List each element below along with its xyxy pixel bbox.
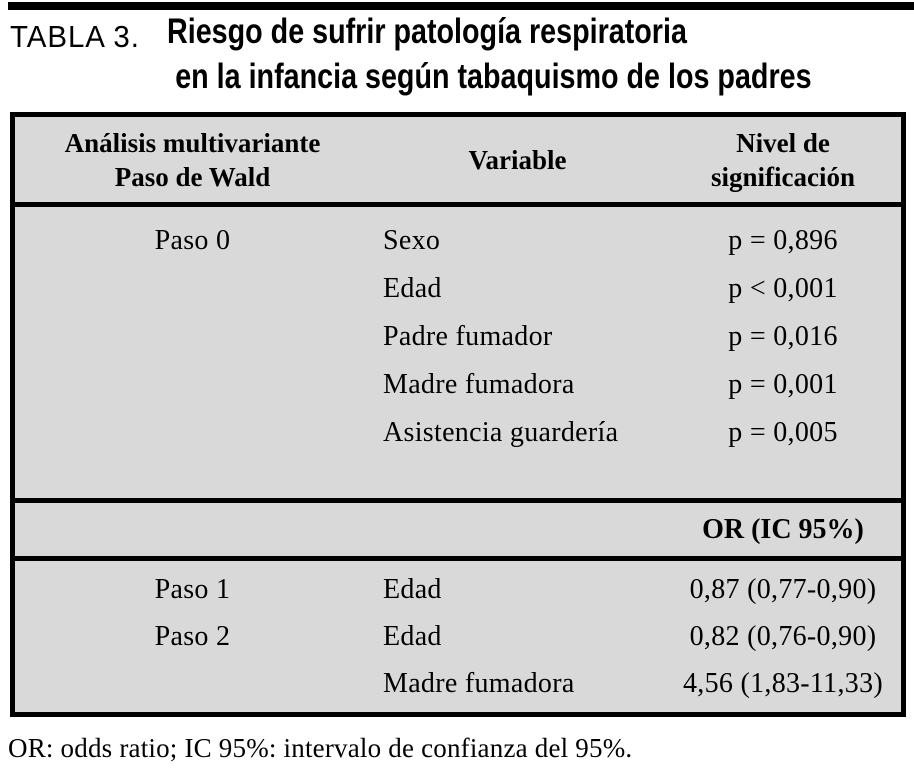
- header-analysis-line2: Paso de Wald: [114, 161, 271, 192]
- cell-paso: Paso 0: [154, 225, 231, 256]
- cell-variable: Edad: [383, 273, 442, 304]
- table-row: Padre fumador p = 0,016: [15, 313, 901, 361]
- cell-valor: 4,56 (1,83-11,33): [682, 667, 884, 699]
- cell-valor: p = 0,016: [728, 321, 838, 352]
- table-row: Paso 0 Sexo p = 0,896: [15, 217, 901, 265]
- table-section-or: Paso 1 Edad 0,87 (0,77-0,90) Paso 2 Edad…: [15, 561, 901, 712]
- table-header: Análisis multivariante Paso de Wald Vari…: [15, 117, 901, 207]
- table-row: Madre fumadora 4,56 (1,83-11,33): [15, 660, 901, 707]
- cell-variable: Asistencia guardería: [383, 417, 619, 448]
- cell-paso: Paso 1: [154, 573, 231, 605]
- cell-variable: Madre fumadora: [383, 369, 575, 400]
- cell-variable: Sexo: [383, 225, 441, 256]
- header-significance: Nivel de significación: [665, 126, 901, 194]
- table-title-line1: Riesgo de sufrir patología respiratoria: [167, 12, 687, 51]
- or-header-label: OR (IC 95%): [702, 513, 864, 545]
- cell-valor: 0,82 (0,76-0,90): [689, 620, 877, 652]
- or-header-band: OR (IC 95%): [15, 503, 901, 561]
- cell-valor: 0,87 (0,77-0,90): [689, 573, 877, 605]
- table-row: Asistencia guardería p = 0,005: [15, 409, 901, 457]
- cell-valor: p < 0,001: [728, 273, 838, 304]
- cell-valor: p = 0,005: [728, 417, 838, 448]
- cell-variable: Padre fumador: [383, 321, 553, 352]
- table-row: Madre fumadora p = 0,001: [15, 361, 901, 409]
- cell-valor: p = 0,001: [728, 369, 838, 400]
- table-section-wald: Paso 0 Sexo p = 0,896 Edad p < 0,001 Pad…: [15, 207, 901, 503]
- cell-variable: Edad: [383, 620, 442, 652]
- header-significance-line1: Nivel de: [736, 127, 830, 158]
- header-analysis: Análisis multivariante Paso de Wald: [15, 126, 370, 194]
- table-number-label: TABLA 3.: [10, 19, 140, 54]
- header-significance-line2: significación: [710, 161, 855, 192]
- header-analysis-line1: Análisis multivariante: [64, 127, 321, 158]
- table-row: Paso 1 Edad 0,87 (0,77-0,90): [15, 566, 901, 613]
- table-row: Paso 2 Edad 0,82 (0,76-0,90): [15, 613, 901, 660]
- cell-variable: Edad: [383, 573, 442, 605]
- cell-variable: Madre fumadora: [383, 667, 575, 699]
- table-row: Edad p < 0,001: [15, 265, 901, 313]
- table-title: Riesgo de sufrir patología respiratoria …: [167, 9, 812, 99]
- table-title-line2: en la infancia según tabaquismo de los p…: [175, 57, 812, 96]
- table-footnote: OR: odds ratio; IC 95%: intervalo de con…: [8, 733, 633, 763]
- header-variable: Variable: [468, 144, 567, 175]
- cell-valor: p = 0,896: [728, 225, 838, 256]
- cell-paso: Paso 2: [154, 620, 231, 652]
- data-table: Análisis multivariante Paso de Wald Vari…: [10, 112, 906, 717]
- top-rule: [8, 2, 914, 10]
